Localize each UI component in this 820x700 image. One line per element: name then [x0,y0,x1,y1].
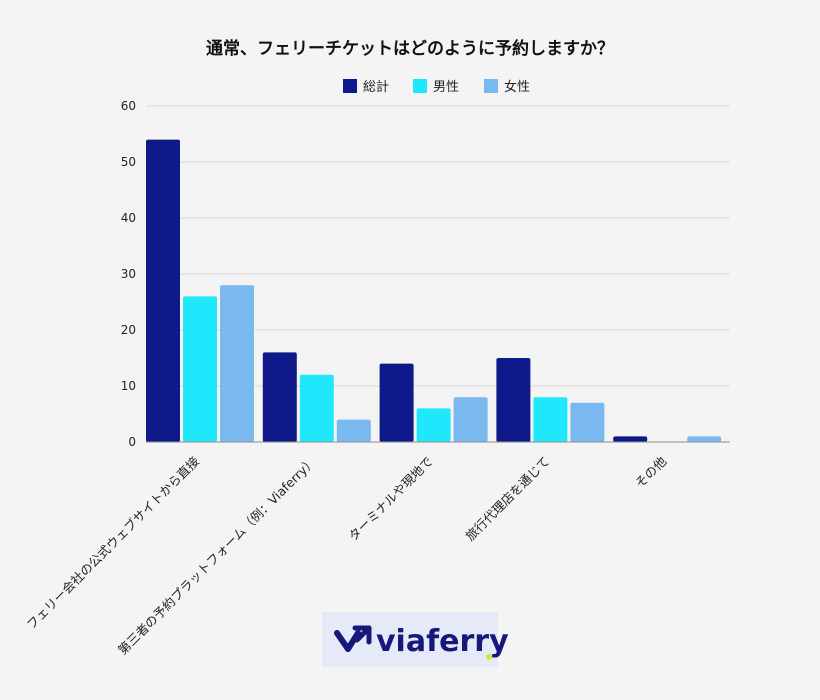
y-tick-label: 40 [121,211,136,225]
bars [146,139,722,442]
bar [416,408,451,442]
bar [379,363,414,442]
y-tick-label: 10 [121,379,136,393]
viaferry-logo: viaferry [322,612,509,667]
bar [220,285,254,442]
y-tick-label: 0 [128,435,136,449]
y-tick-label: 20 [121,323,136,337]
y-tick-label: 50 [121,155,136,169]
bar [570,402,605,442]
legend-swatch [343,79,357,93]
logo-dot [486,654,492,660]
y-tick-label: 30 [121,267,136,281]
x-category-label: ターミナルや現地で [346,454,436,544]
legend-swatch [484,79,498,93]
y-axis-ticks: 0 10 20 30 40 50 60 [121,99,136,449]
logo-wordmark: viaferry [376,624,509,659]
x-category-label: その他 [632,453,669,490]
legend-swatch [413,79,427,93]
bar [687,436,722,442]
y-tick-label: 60 [121,99,136,113]
x-category-label: 旅行代理店を通じて [462,454,552,544]
bar [496,358,531,442]
viaferry-mark-icon [334,625,372,652]
bar [262,352,297,442]
bar [183,296,217,442]
x-category-label: 第三者の予約プラットフォーム（例：Viaferry） [115,454,319,658]
bar [453,397,488,442]
legend-label: 男性 [433,80,459,95]
legend: 総計 男性 女性 [343,79,530,95]
legend-label: 総計 [363,79,389,95]
bar [613,436,648,442]
bar [533,397,568,442]
bar [336,419,371,442]
chart-title: 通常、フェリーチケットはどのように予約しますか？ [206,38,614,59]
legend-label: 女性 [504,79,530,95]
bar [146,139,180,442]
bar [299,374,334,442]
